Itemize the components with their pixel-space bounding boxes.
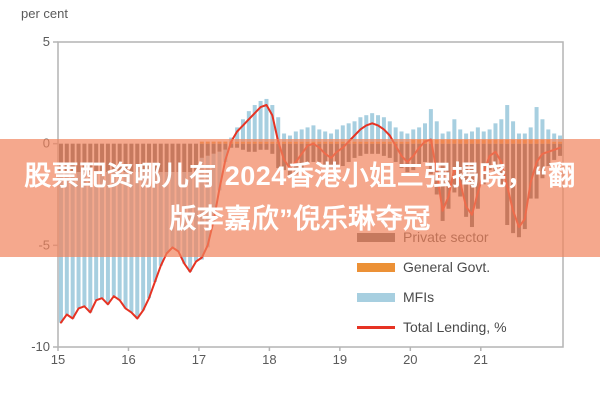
watermark-text-line2: 版李嘉欣”倪乐琳夺冠 — [169, 204, 431, 234]
watermark-text-line1: 股票配资哪儿有 2024香港小姐三强揭晓，“翻 — [24, 161, 576, 191]
mfis-swatch-icon — [357, 292, 395, 302]
svg-text:15: 15 — [51, 352, 65, 367]
svg-text:18: 18 — [262, 352, 276, 367]
legend-label: Total Lending, % — [403, 319, 507, 335]
total-lending-line-swatch-icon — [357, 325, 395, 329]
legend-item-general-govt: General Govt. — [357, 258, 507, 276]
svg-text:21: 21 — [474, 352, 488, 367]
legend-item-total-lending: Total Lending, % — [357, 318, 507, 336]
y-axis-unit-label: per cent — [21, 6, 68, 21]
watermark-overlay-band: 股票配资哪儿有 2024香港小姐三强揭晓，“翻 版李嘉欣”倪乐琳夺冠 — [0, 139, 600, 257]
svg-text:5: 5 — [43, 34, 50, 49]
svg-text:17: 17 — [192, 352, 206, 367]
general-govt-swatch-icon — [357, 262, 395, 272]
legend-label: General Govt. — [403, 259, 491, 275]
legend-item-mfis: MFIs — [357, 288, 507, 306]
svg-text:-10: -10 — [31, 339, 50, 354]
svg-text:19: 19 — [333, 352, 347, 367]
svg-text:16: 16 — [121, 352, 135, 367]
legend-label: MFIs — [403, 289, 435, 305]
svg-text:20: 20 — [403, 352, 417, 367]
